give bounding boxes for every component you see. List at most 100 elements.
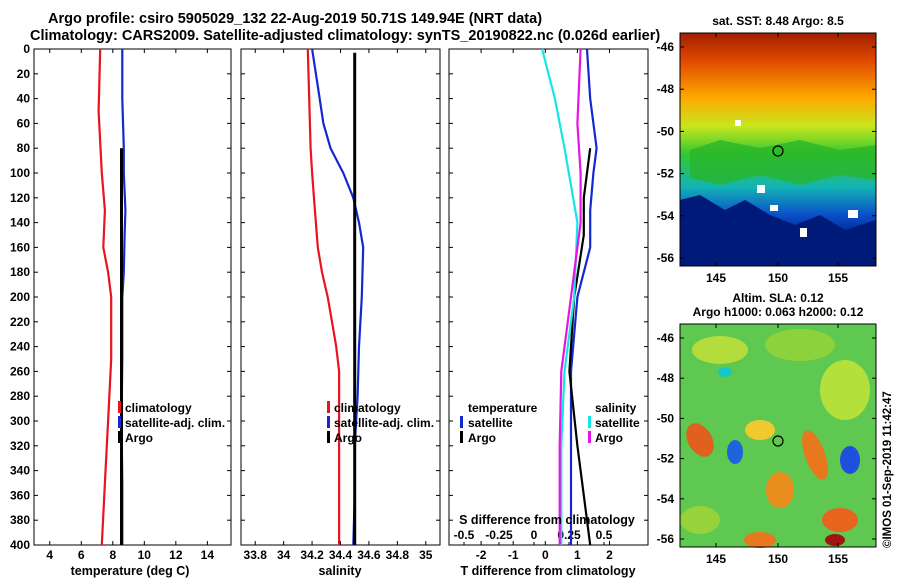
sla-blob [840, 446, 860, 474]
s-diff-tick-label: 0.25 [557, 528, 581, 542]
sla-map [679, 323, 877, 548]
legend-label-satellite: satellite-adj. clim. [334, 416, 434, 430]
x-tick-label: 6 [78, 548, 85, 562]
sla-blob [744, 532, 776, 548]
legend-label-climatology: climatology [125, 401, 192, 415]
t-difference-xlabel: T difference from climatology [460, 564, 635, 578]
s-diff-tick-label: -0.5 [454, 528, 475, 542]
depth-tick-label: 240 [10, 340, 30, 354]
s-diff-tick-label: 0 [531, 528, 538, 542]
difference-panel-frame [448, 48, 649, 546]
depth-tick-label: 220 [10, 315, 30, 329]
difference-plot: -2 -1 0 1 2 -0.5 -0.25 0 0.25 0.5 [454, 48, 613, 562]
sla-blob [686, 423, 714, 457]
temperature-panel-frame [33, 48, 232, 546]
sla-blob [802, 430, 828, 480]
depth-tick-label: 80 [17, 141, 31, 155]
series-line-s-argo [558, 48, 582, 545]
map-y-tick-label: -48 [657, 371, 675, 385]
legend-swatch-t-argo [460, 431, 463, 443]
depth-tick-label: 380 [10, 513, 30, 527]
x-tick-label: 0 [542, 548, 549, 562]
sst-cold-region [680, 195, 876, 266]
depth-tick-label: 320 [10, 439, 30, 453]
x-tick-label: 34 [277, 548, 291, 562]
map-y-tick-label: -48 [657, 82, 675, 96]
map-y-tick-label: -56 [657, 251, 675, 265]
x-tick-label: 4 [46, 548, 53, 562]
temperature-xlabel: temperature (deg C) [71, 564, 190, 578]
temperature-legend: climatology satellite-adj. clim. Argo [118, 401, 225, 445]
map-x-tick-label: 155 [828, 271, 848, 285]
x-tick-label: -1 [508, 548, 519, 562]
series-line-climatology [97, 48, 113, 546]
depth-tick-label: 40 [17, 92, 31, 106]
depth-tick-label: 20 [17, 67, 31, 81]
plot-title-line2: Climatology: CARS2009. Satellite-adjuste… [30, 28, 661, 44]
salinity-legend: climatology satellite-adj. clim. Argo [327, 401, 434, 445]
depth-tick-label: 300 [10, 414, 30, 428]
x-tick-label: 34.4 [329, 548, 353, 562]
x-tick-label: 35 [419, 548, 433, 562]
series-line-t-argo [568, 148, 592, 546]
difference-legend: temperature satellite Argo salinity sate… [460, 401, 640, 445]
legend-label-argo: Argo [125, 431, 153, 445]
depth-tick-label: 180 [10, 265, 30, 279]
x-tick-label: 1 [574, 548, 581, 562]
x-tick-label: -2 [476, 548, 487, 562]
sla-blob [825, 534, 845, 546]
x-tick-label: 33.8 [244, 548, 268, 562]
legend-swatch-s-argo [588, 431, 591, 443]
legend-label-t-argo: Argo [468, 431, 496, 445]
sst-map [679, 32, 877, 267]
legend-swatch-climatology [327, 401, 330, 413]
depth-tick-label: 140 [10, 216, 30, 230]
sla-blob [745, 420, 775, 440]
x-tick-label: 34.8 [386, 548, 410, 562]
depth-tick-label: 120 [10, 191, 30, 205]
legend-swatch-argo [327, 431, 330, 443]
sst-cloud-patch [735, 120, 741, 126]
sla-blob [727, 440, 743, 464]
sla-blob [718, 367, 732, 377]
sla-argo-marker [772, 435, 784, 447]
legend-title-temperature: temperature [468, 401, 538, 415]
depth-tick-label: 0 [23, 42, 30, 56]
legend-swatch-argo [118, 431, 121, 443]
sst-cloud-patch [800, 228, 807, 237]
legend-swatch-climatology [118, 401, 121, 413]
legend-swatch-t-satellite [460, 416, 463, 428]
sst-argo-marker [772, 145, 784, 157]
sst-map-title: sat. SST: 8.48 Argo: 8.5 [712, 14, 844, 28]
map-x-tick-label: 145 [706, 552, 726, 566]
sla-map-title: Altim. SLA: 0.12 [732, 291, 824, 305]
legend-label-climatology: climatology [334, 401, 401, 415]
sst-cloud-patch [757, 185, 765, 193]
sla-blob [822, 508, 858, 532]
sst-cloud-patch [770, 205, 778, 211]
s-diff-tick-label: 0.5 [596, 528, 613, 542]
map-y-tick-label: -54 [657, 209, 675, 223]
map-y-tick-label: -50 [657, 124, 675, 138]
sla-blob [820, 360, 870, 420]
map-y-tick-label: -56 [657, 532, 675, 546]
s-diff-tick-label: -0.25 [485, 528, 513, 542]
map-y-tick-label: -46 [657, 40, 675, 54]
map-y-tick-label: -52 [657, 167, 675, 181]
map-x-tick-label: 145 [706, 271, 726, 285]
salinity-panel-frame [240, 48, 441, 546]
sla-blob [680, 506, 720, 534]
depth-tick-label: 400 [10, 538, 30, 552]
legend-label-s-argo: Argo [595, 431, 623, 445]
map-x-tick-label: 150 [768, 552, 788, 566]
legend-title-salinity: salinity [595, 401, 637, 415]
legend-label-satellite: satellite-adj. clim. [125, 416, 225, 430]
legend-swatch-satellite [327, 416, 330, 428]
imos-credit: ©IMOS 01-Sep-2019 11:42:47 [882, 391, 894, 548]
sla-blob [765, 329, 835, 361]
x-tick-label: 10 [138, 548, 152, 562]
legend-label-s-satellite: satellite [595, 416, 640, 430]
depth-tick-label: 280 [10, 389, 30, 403]
map-y-tick-label: -54 [657, 492, 675, 506]
